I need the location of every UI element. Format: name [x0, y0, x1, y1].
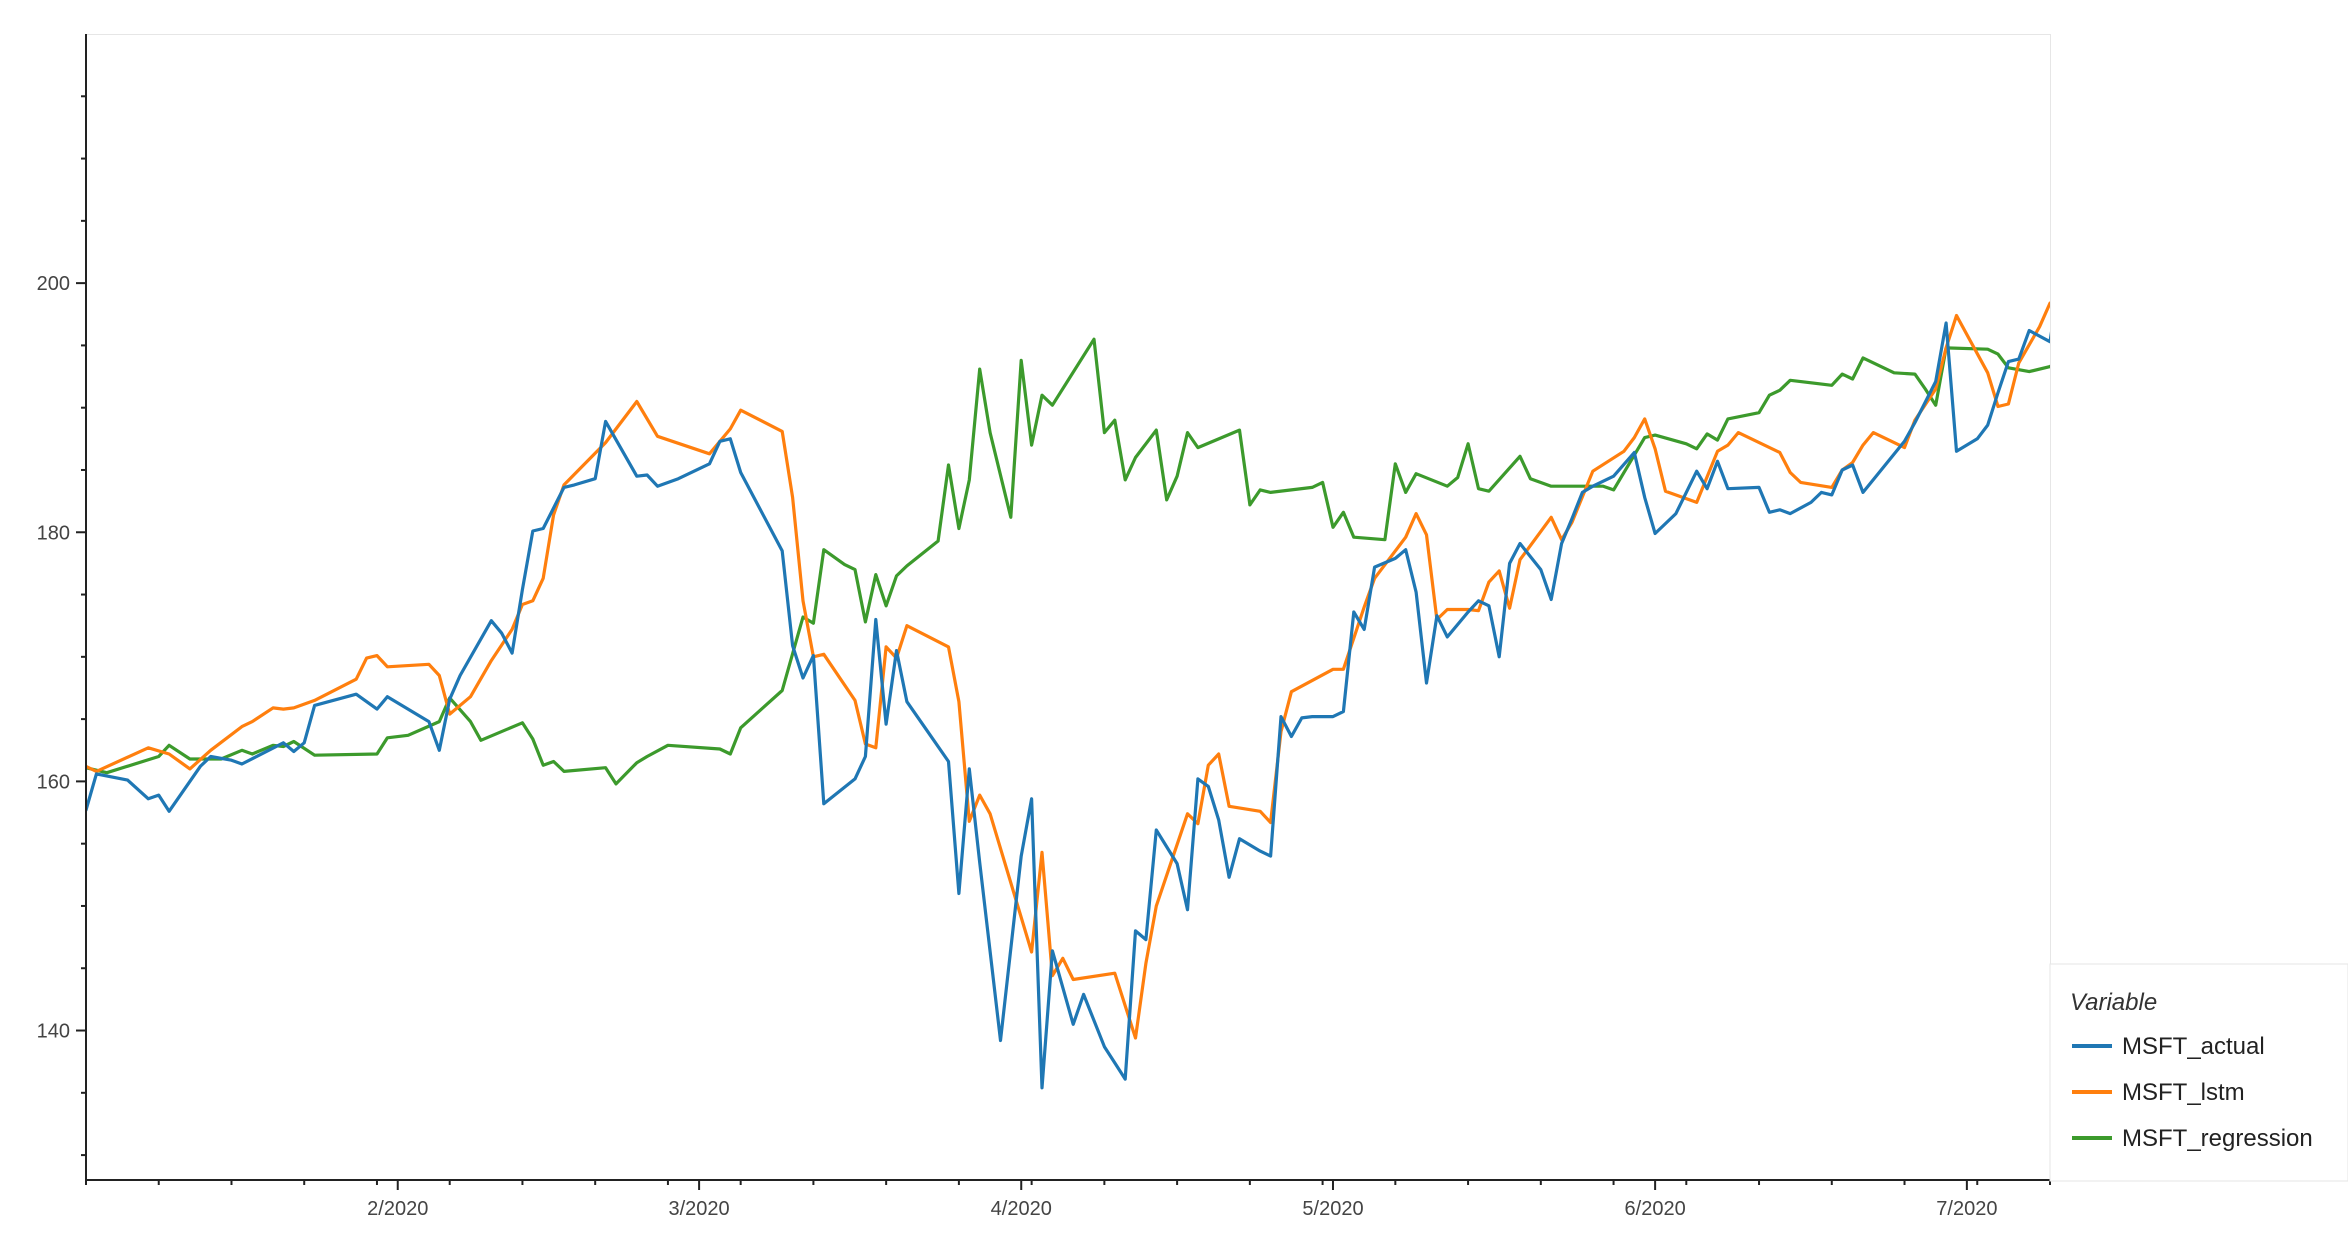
y-tick-label: 200	[37, 273, 70, 295]
legend-title: Variable	[2070, 989, 2157, 1016]
x-tick-label: 7/2020	[1936, 1198, 1997, 1220]
legend-label-msft-lstm: MSFT_lstm	[2122, 1079, 2245, 1106]
plot-top-border	[86, 34, 2050, 35]
y-tick-label: 180	[37, 522, 70, 544]
series-line-msft-lstm	[86, 301, 2050, 1040]
x-tick-group: 2/2020 3/2020 4/2020 5/2020 6/2020 7/2020	[85, 1180, 2051, 1220]
y-tick-label: 140	[37, 1021, 70, 1043]
x-tick-label: 2/2020	[367, 1198, 428, 1220]
legend-box	[2049, 963, 2348, 1182]
x-tick-label: 3/2020	[669, 1198, 730, 1220]
series-layer	[86, 301, 2050, 1090]
legend-label-msft-regression: MSFT_regression	[2122, 1125, 2313, 1152]
series-line-msft-regression	[86, 337, 2050, 786]
x-tick-label: 6/2020	[1625, 1198, 1686, 1220]
plot-right-border	[2050, 34, 2051, 964]
y-tick-group: 140 160 180 200	[37, 95, 86, 1157]
y-tick-label: 160	[37, 771, 70, 793]
x-tick-label: 4/2020	[991, 1198, 1052, 1220]
x-tick-label: 5/2020	[1302, 1198, 1363, 1220]
plot-frame	[86, 34, 2051, 964]
legend-label-msft-actual: MSFT_actual	[2122, 1033, 2265, 1060]
legend-items: MSFT_actual MSFT_lstm MSFT_regression	[2072, 1033, 2313, 1152]
series-line-msft-actual	[86, 321, 2050, 1090]
legend: Variable MSFT_actual MSFT_lstm MSFT_regres…	[2049, 963, 2348, 1182]
axes-layer	[85, 34, 2050, 1181]
